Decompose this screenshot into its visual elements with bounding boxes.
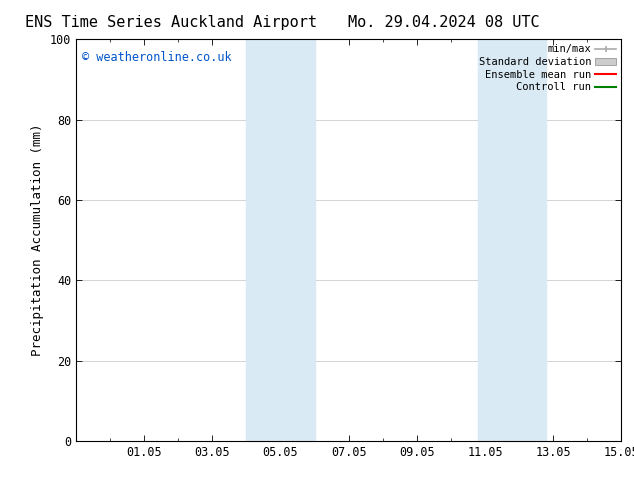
Bar	[478, 39, 512, 441]
Bar	[281, 39, 314, 441]
Text: ENS Time Series Auckland Airport: ENS Time Series Auckland Airport	[25, 15, 317, 30]
Y-axis label: Precipitation Accumulation (mm): Precipitation Accumulation (mm)	[31, 124, 44, 356]
Text: Mo. 29.04.2024 08 UTC: Mo. 29.04.2024 08 UTC	[348, 15, 540, 30]
Text: © weatheronline.co.uk: © weatheronline.co.uk	[82, 51, 231, 64]
Bar	[247, 39, 280, 441]
Legend: min/max, Standard deviation, Ensemble mean run, Controll run: min/max, Standard deviation, Ensemble me…	[479, 45, 616, 92]
Bar	[512, 39, 547, 441]
